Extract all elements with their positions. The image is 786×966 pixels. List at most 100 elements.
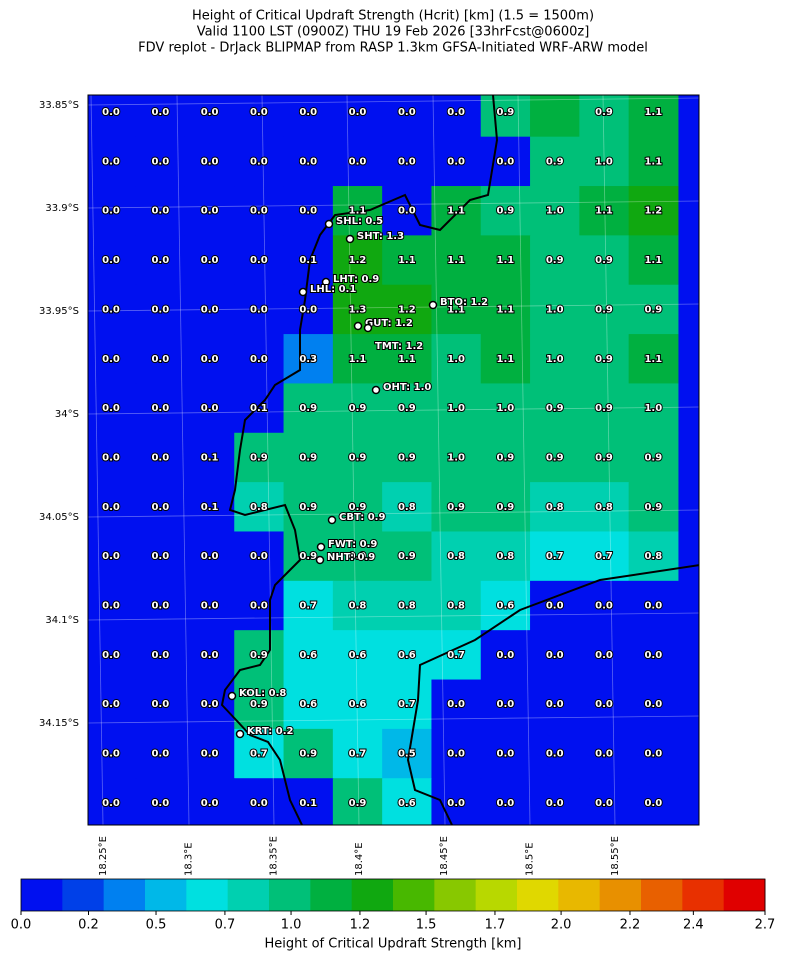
cell-value: 0.0 [644,699,662,710]
station-label: KOL: 0.8 [239,688,286,699]
coastline [220,95,699,825]
cell-value: 1.1 [497,255,515,266]
grid-cell [628,284,679,335]
cell-value: 1.2 [349,255,367,266]
grid-cell [628,186,679,236]
cell-value: 0.0 [644,650,662,661]
lat-label: 33.85°S [39,100,79,111]
cell-value: 0.0 [151,798,169,809]
cell-value: 1.1 [349,206,367,217]
grid-cell [382,383,432,434]
cell-value: 0.6 [398,650,416,661]
cell-value: 0.9 [250,650,268,661]
grid-cell [135,284,186,335]
cell-value: 0.0 [151,304,169,315]
colorbar-tick-label: 1.0 [281,918,302,933]
cell-value: 0.0 [201,650,219,661]
cell-value: 0.0 [250,354,268,365]
colorbar-swatch [227,879,270,911]
grid-cell [332,95,383,138]
grid-cell [480,728,531,779]
lat-label: 34°S [55,409,79,420]
cell-value: 0.6 [349,699,367,710]
cell-value: 0.6 [299,650,317,661]
grid-cell [628,136,679,187]
grid-cell [628,630,679,681]
cell-value: 0.0 [447,107,465,118]
grid-cell [431,383,482,434]
grid-cell [88,482,137,532]
grid-cell [431,334,482,384]
colorbar-swatch [558,879,601,911]
grid-cell [431,432,482,483]
cell-value: 0.0 [447,156,465,167]
grid-cell [530,383,580,434]
cell-value: 0.0 [201,749,219,760]
cell-value: 0.0 [102,551,120,562]
grid-cell [88,383,137,434]
cell-value: 0.0 [102,403,120,414]
cell-value: 1.0 [546,206,564,217]
grid-cell [234,432,285,483]
cell-value: 1.1 [497,354,515,365]
cell-value: 0.0 [102,699,120,710]
cell-value: 1.1 [595,206,613,217]
grid-cell [88,186,137,236]
cell-value: 0.9 [398,551,416,562]
grid-cell [480,580,531,631]
cell-value: 1.0 [644,403,662,414]
grid-cell [530,531,580,582]
cell-value: 0.7 [349,749,367,760]
grid-cell [382,778,432,825]
cell-value: 0.7 [595,551,613,562]
cell-value: 0.6 [398,798,416,809]
grid-cell [628,531,679,582]
grid-cell [283,531,334,582]
grid-cell [135,679,186,730]
station-label: SHT: 1.3 [357,231,404,242]
cell-value: 0.0 [201,798,219,809]
cell-value: 0.7 [447,650,465,661]
colorbar-swatch [351,879,394,911]
cell-value: 1.1 [447,255,465,266]
grid-cell [283,580,334,631]
cell-value: 0.0 [201,699,219,710]
colorbar-swatch [103,879,146,911]
cell-value: 0.0 [250,601,268,612]
grid-cell [135,186,186,236]
colorbar-swatch [475,879,518,911]
lon-label: 18.45°E [439,836,450,876]
cell-value: 1.1 [447,206,465,217]
cell-value: 0.0 [102,156,120,167]
colorbar-tick-label: 2.7 [755,918,776,933]
grid-cell [88,284,137,335]
cell-value: 0.9 [349,403,367,414]
grid-cell [88,334,137,384]
grid-cell [579,531,630,582]
cell-value: 0.0 [102,798,120,809]
grid-cell [332,334,383,384]
grid-cell [382,136,432,187]
cell-value: 0.9 [497,107,515,118]
grid-cell [135,432,186,483]
lon-label: 18.35°E [269,836,280,876]
cell-value: 0.0 [250,304,268,315]
grid-cell [283,679,334,730]
grid-cell [382,284,432,335]
cell-value: 0.9 [349,502,367,513]
cell-value: 0.0 [102,304,120,315]
grid-cell [332,580,383,631]
grid-cell [88,432,137,483]
grid-cell [283,728,334,779]
grid-cell [382,679,432,730]
grid-cell [88,235,137,286]
grid-cell [579,334,630,384]
cell-value: 0.0 [151,502,169,513]
grid-cell [332,482,383,532]
grid-cell [431,186,482,236]
station-dot [315,555,325,565]
grid-cell [283,630,334,681]
grid-cell [234,580,285,631]
grid-cell [88,679,137,730]
